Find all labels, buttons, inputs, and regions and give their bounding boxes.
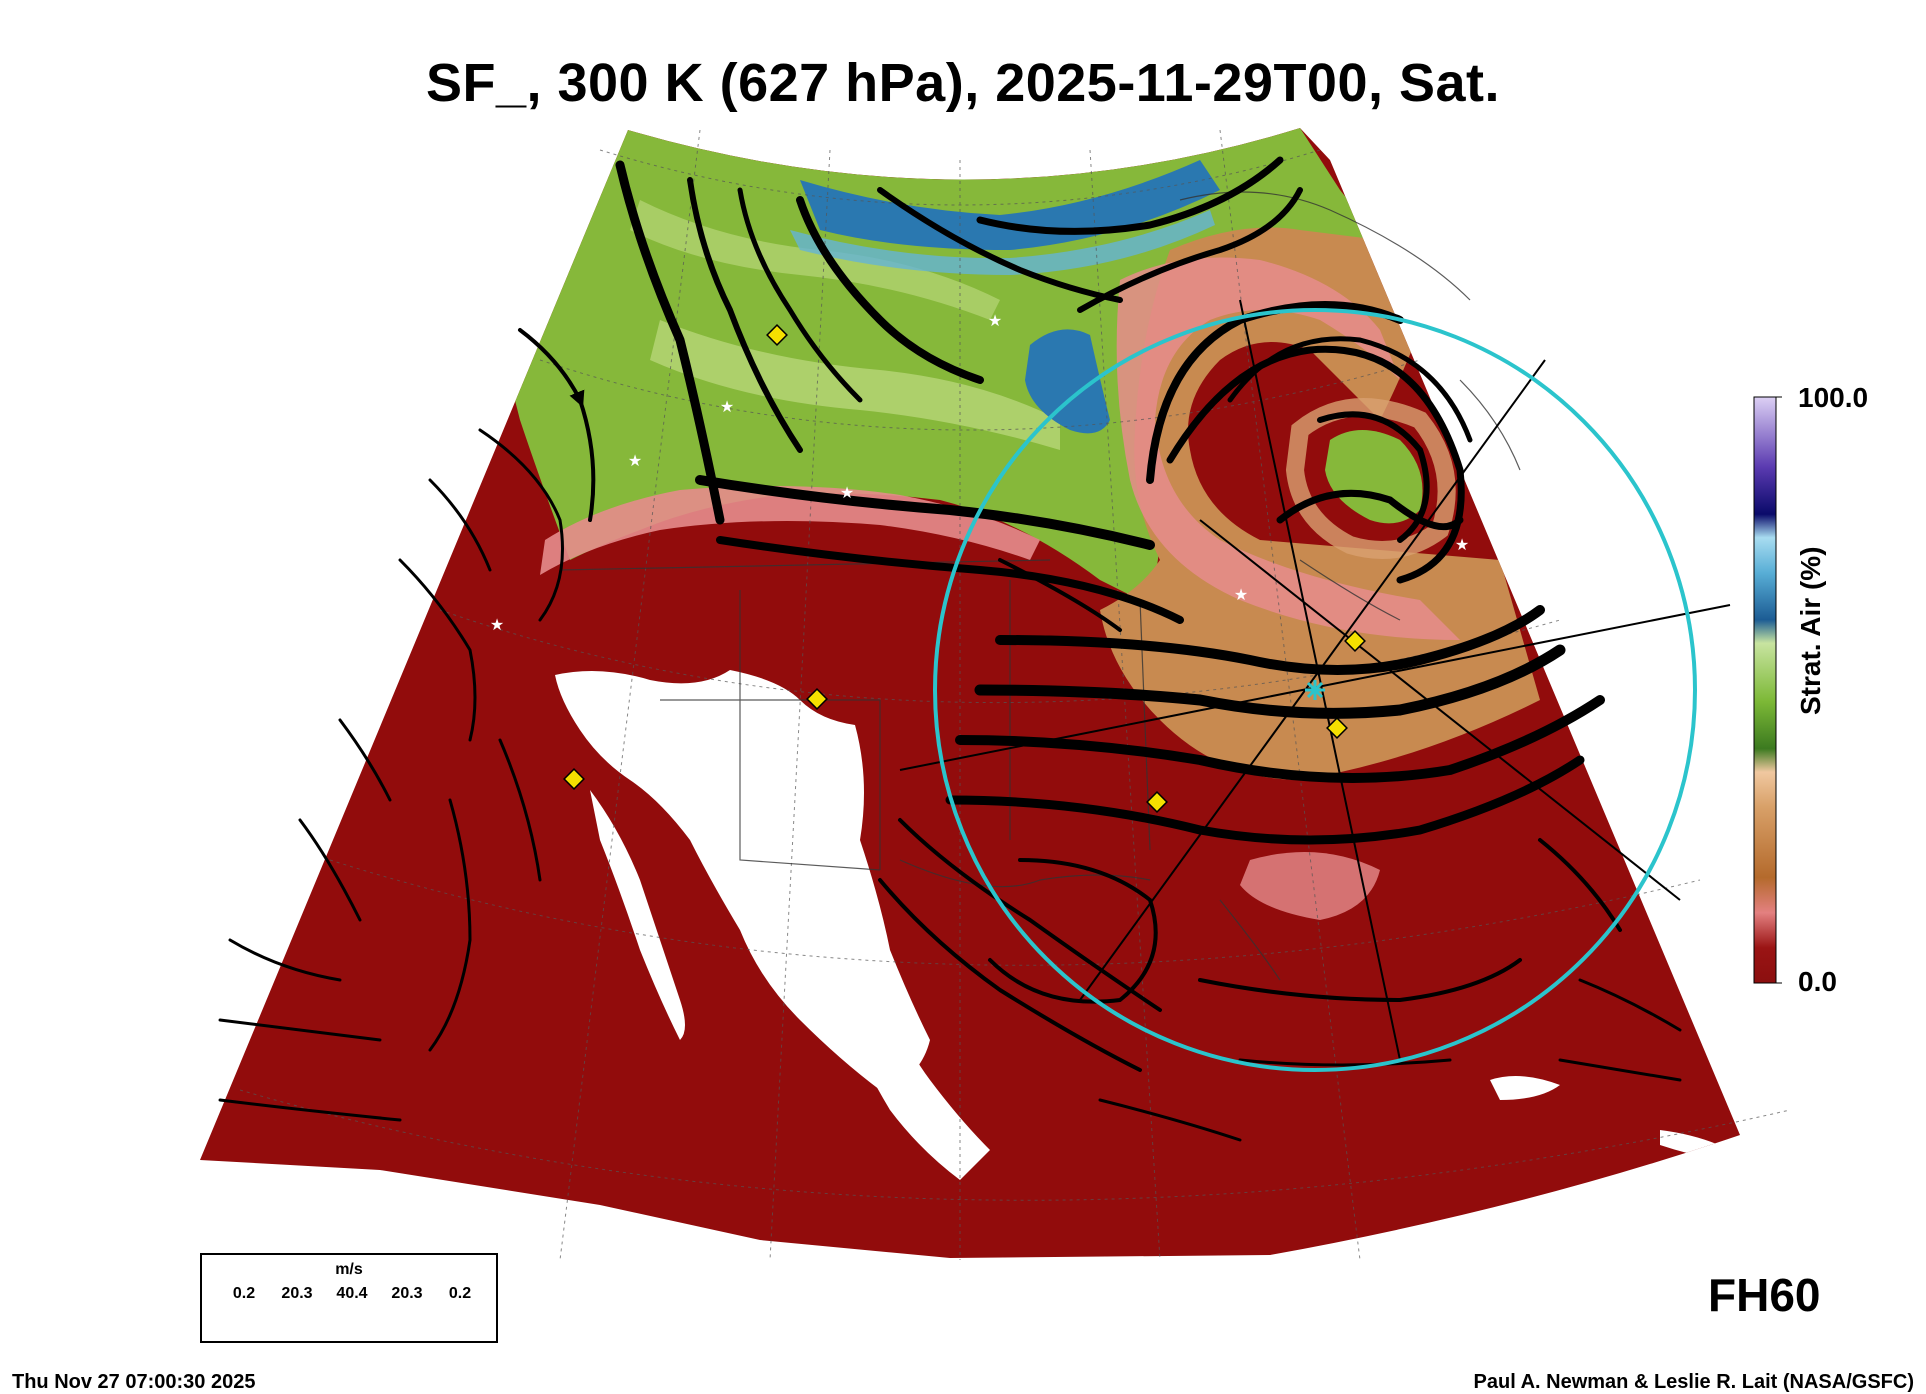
svg-text:★: ★ [988,311,1002,330]
blue-region-lightedge [790,210,1215,275]
terrain-mask-mexico [820,900,990,1180]
svg-text:★: ★ [720,397,734,416]
pink-boundary-outer [1116,257,1460,640]
wind-legend-tick: 40.4 [336,1285,368,1302]
svg-text:★: ★ [1455,535,1469,554]
wind-legend-tick: 20.3 [281,1285,313,1302]
colorbar-min-label: 0.0 [1798,966,1837,997]
terrain-mask-right [1490,1076,1560,1100]
pink-southeast-patch [1240,852,1380,920]
green-vortex-core [1325,430,1423,524]
station-markers [563,324,1366,813]
star-markers: ★ ★ ★ ★ ★ ★ ★ [490,311,1469,634]
forecast-hour-label: FH60 [1708,1269,1821,1321]
svg-text:★: ★ [1234,585,1248,604]
terrain-mask-baja [590,790,685,1040]
colorbar [1753,396,1777,984]
stratospheric-lightband [650,320,1060,450]
wind-legend: m/s 0.2 20.3 40.4 20.3 0.2 [200,1253,498,1343]
colorbar-title: Strat. Air (%) [1795,546,1826,715]
circle-center-marker [1305,680,1325,700]
transition-band [1100,227,1540,780]
wind-legend-tick: 0.2 [448,1285,472,1302]
blue-region-lake [1025,329,1110,434]
svg-text:★: ★ [490,615,504,634]
footer-credit: Paul A. Newman & Leslie R. Lait (NASA/GS… [1473,1371,1914,1393]
svg-text:★: ★ [628,451,642,470]
streamlines [218,156,1682,1142]
colorbar-ticks [1776,396,1782,984]
wind-legend-tick: 0.2 [232,1285,256,1302]
wind-legend-unit: m/s [335,1261,363,1278]
trajectory-lines [899,299,1731,1061]
stratospheric-lightband-2 [630,200,1000,320]
svg-text:★: ★ [840,483,854,502]
footer-timestamp: Thu Nov 27 07:00:30 2025 [12,1371,256,1393]
wind-legend-tick: 20.3 [391,1285,423,1302]
map-title: SF_, 300 K (627 hPa), 2025-11-29T00, Sat… [425,53,1501,113]
target-circle [933,308,1697,1072]
colorbar-max-label: 100.0 [1798,382,1869,413]
